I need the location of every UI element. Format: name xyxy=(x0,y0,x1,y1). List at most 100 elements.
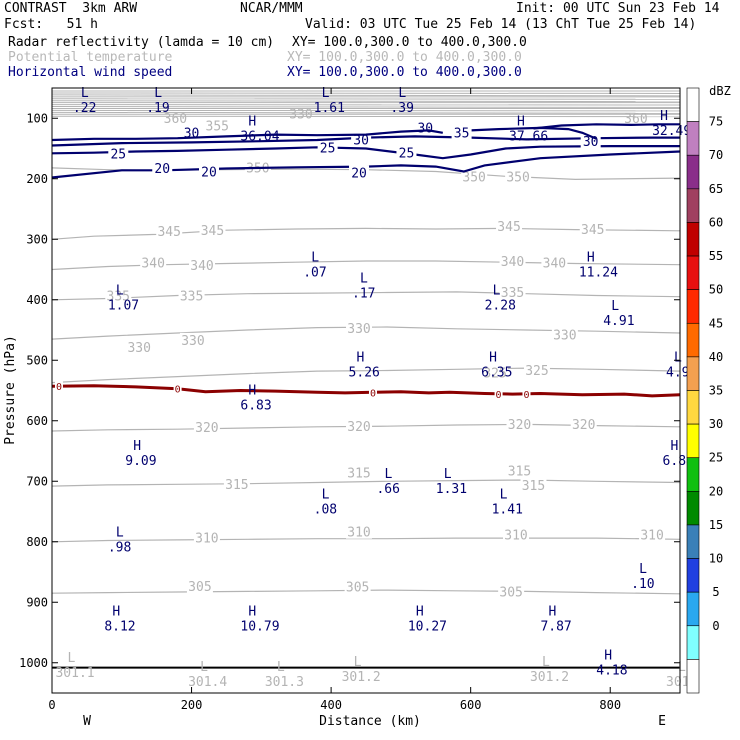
extrema-value-label: .39 xyxy=(390,101,413,116)
extrema-value-label: 1.07 xyxy=(108,299,139,314)
theta-contour-label: 310 xyxy=(640,529,663,544)
extrema-kind-label: L xyxy=(154,86,162,101)
zero-label-bg xyxy=(173,383,182,394)
colorbar-swatch xyxy=(686,524,700,559)
theta-contour-label: 350 xyxy=(462,171,485,186)
theta-extrema-kind: L xyxy=(678,660,686,675)
colorbar-level-label: 70 xyxy=(709,148,723,162)
colorbar-level-label: 40 xyxy=(709,350,723,364)
theta-label-bg xyxy=(551,327,578,342)
theta-contour-label: 310 xyxy=(195,532,218,547)
theta-contour-label: 315 xyxy=(522,479,545,494)
wind-contour-label: 30 xyxy=(353,134,369,149)
extrema-value-label: .08 xyxy=(314,503,337,518)
extrema-kind-label: L xyxy=(444,467,452,482)
colorbar-swatch xyxy=(686,87,700,122)
extrema-kind-label: H xyxy=(489,350,497,365)
colorbar-swatch xyxy=(686,423,700,459)
theta-label-bg xyxy=(193,530,220,545)
extrema-value-label: 10.79 xyxy=(240,619,279,634)
extrema-kind-label: L xyxy=(116,526,124,541)
extrema-value-label: .66 xyxy=(376,482,399,497)
colorbar-swatch xyxy=(686,625,700,660)
wind-label-bg xyxy=(396,145,417,160)
extrema-kind-label: L xyxy=(360,272,368,287)
theta-contour-label: 320 xyxy=(347,420,370,435)
colorbar-level-label: 30 xyxy=(709,417,723,431)
colorbar-swatch xyxy=(686,356,700,391)
theta-label-bg xyxy=(461,169,488,184)
extrema-kind-label: L xyxy=(500,488,508,503)
valid-time: Valid: 03 UTC Tue 25 Feb 14 (13 ChT Tue … xyxy=(305,17,697,32)
theta-label-bg xyxy=(346,320,373,335)
extrema-kind-label: H xyxy=(133,439,141,454)
zero-isotherm-label: 0 xyxy=(175,385,181,396)
extrema-kind-label: L xyxy=(322,488,330,503)
theta-extrema-value: 301.3 xyxy=(265,675,304,690)
y-tick-label: 100 xyxy=(26,111,48,125)
colorbar-swatch xyxy=(686,659,700,694)
extrema-kind-label: L xyxy=(611,299,619,314)
theta-contour-label: 345 xyxy=(497,220,520,235)
colorbar-swatch xyxy=(686,491,700,526)
theta-contour-label: 305 xyxy=(188,580,211,595)
y-axis-label: Pressure (hPa) xyxy=(3,335,18,445)
theta-label-bg xyxy=(199,222,226,237)
theta-label-bg xyxy=(499,254,526,269)
y-tick-label: 800 xyxy=(26,535,48,549)
theta-label-bg xyxy=(505,169,532,184)
extrema-value-label: 6.83 xyxy=(240,399,271,414)
x-tick-label: 400 xyxy=(320,698,342,712)
theta-label-bg xyxy=(482,365,509,380)
extrema-kind-label: L xyxy=(384,467,392,482)
theta-extrema-value: 301.1 xyxy=(55,666,94,681)
colorbar-level-label: 65 xyxy=(709,182,723,196)
extrema-kind-label: H xyxy=(671,439,679,454)
theta-label-bg xyxy=(178,288,205,303)
colorbar-level-label: 20 xyxy=(709,484,723,498)
y-tick-label: 700 xyxy=(26,474,48,488)
extrema-kind-label: H xyxy=(248,114,256,129)
extrema-value-label: 1.31 xyxy=(436,482,467,497)
extrema-value-label: 11.24 xyxy=(579,265,618,280)
wind-label-bg xyxy=(317,140,338,155)
west-label: W xyxy=(83,714,91,729)
theta-extrema-value: 301 xyxy=(666,675,689,690)
wind-label-bg xyxy=(199,164,219,179)
y-tick-label: 500 xyxy=(26,353,48,367)
extrema-value-label: 8.12 xyxy=(104,619,135,634)
theta-contour-310 xyxy=(51,537,681,543)
theta-extrema-kind: L xyxy=(200,660,208,675)
theta-contour-label: 315 xyxy=(225,478,248,493)
y-tick-label: 600 xyxy=(26,414,48,428)
zero-label-bg xyxy=(54,381,63,392)
theta-contour-label: 335 xyxy=(501,286,524,301)
extrema-kind-label: L xyxy=(322,86,330,101)
wind-contour-35 xyxy=(51,129,443,142)
extrema-value-label: .10 xyxy=(631,577,654,592)
theta-contour-label: 315 xyxy=(347,466,370,481)
y-tick-label: 400 xyxy=(26,293,48,307)
theta-label-bg xyxy=(503,527,530,542)
colorbar-level-label: 50 xyxy=(709,283,723,297)
colorbar-level-label: 5 xyxy=(712,585,719,599)
extrema-value-label: 1.61 xyxy=(314,101,345,116)
theta-contour-label: 320 xyxy=(195,421,218,436)
wind-contour-label: 30 xyxy=(184,126,200,141)
wind-contour-label: 25 xyxy=(110,148,126,163)
theta-contour-label: 335 xyxy=(107,290,130,305)
theta-label-bg xyxy=(105,288,132,303)
theta-label-bg xyxy=(570,416,597,431)
extrema-value-label: .19 xyxy=(146,101,169,116)
colorbar-swatch xyxy=(686,188,700,223)
theta-contour-upper xyxy=(51,94,681,97)
colorbar-swatch xyxy=(686,121,700,156)
legend-xy-wind: XY= 100.0,300.0 to 400.0,300.0 xyxy=(287,65,522,80)
theta-label-bg xyxy=(344,579,371,594)
colorbar-level-label: 75 xyxy=(709,115,723,129)
extrema-kind-label: L xyxy=(674,350,682,365)
colorbar-level-label: 45 xyxy=(709,316,723,330)
theta-contour-label: 325 xyxy=(525,364,548,379)
theta-label-bg xyxy=(140,255,167,270)
